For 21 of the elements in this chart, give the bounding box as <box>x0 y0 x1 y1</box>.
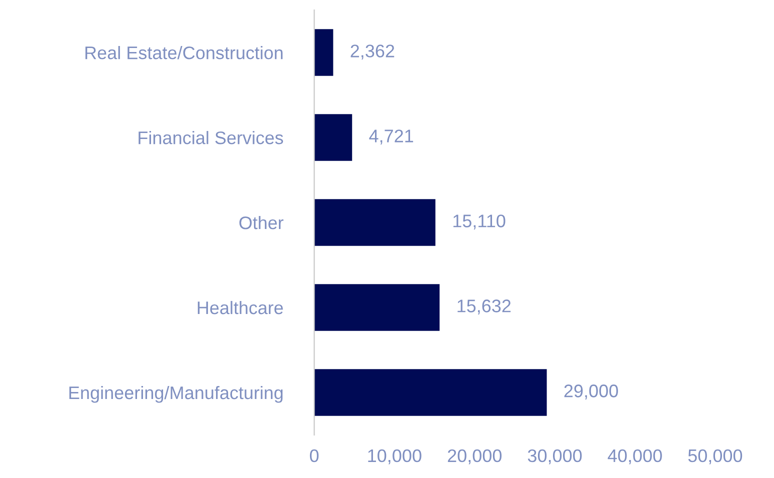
x-tick-label: 20,000 <box>448 449 502 464</box>
y-tick-label: Other <box>239 216 284 230</box>
bar <box>314 284 440 331</box>
x-tick-label: 10,000 <box>368 449 422 464</box>
x-tick-label: 50,000 <box>688 449 742 464</box>
y-tick-label: Financial Services <box>138 130 284 144</box>
x-tick-label: 40,000 <box>608 449 662 464</box>
bar <box>314 199 436 246</box>
x-tick-label: 30,000 <box>528 449 582 464</box>
data-label: 15,110 <box>453 214 506 230</box>
data-label: 4,721 <box>369 130 414 144</box>
x-tick-label: 0 <box>310 449 319 462</box>
bar <box>314 29 334 76</box>
data-label: 2,362 <box>350 44 394 60</box>
bar <box>314 369 547 416</box>
bar <box>314 114 352 161</box>
y-tick-label: Engineering/Manufacturing <box>69 386 283 403</box>
data-label: 29,000 <box>564 384 618 400</box>
y-tick-label: Healthcare <box>198 300 283 314</box>
data-label: 15,632 <box>458 300 511 314</box>
y-tick-label: Real Estate/Construction <box>85 46 283 60</box>
